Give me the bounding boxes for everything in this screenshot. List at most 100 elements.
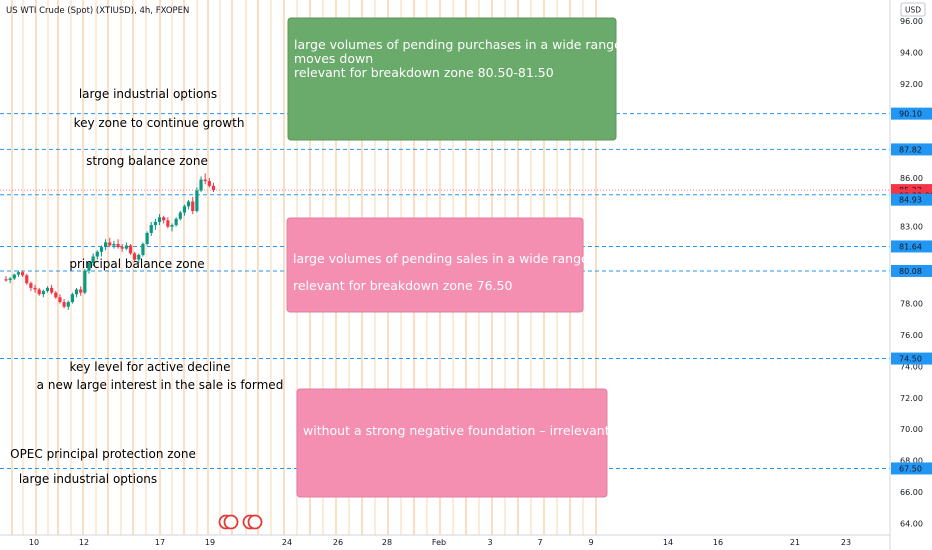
candle-body <box>137 254 141 260</box>
candle-body <box>207 181 211 186</box>
currency-label: USD <box>905 6 921 15</box>
candle <box>58 294 62 304</box>
price-label-text: 81.64 <box>899 242 922 251</box>
candle <box>4 276 8 282</box>
time-tick-label: 26 <box>333 538 343 547</box>
annotation-box[interactable]: large volumes of pending purchases in a … <box>287 17 622 141</box>
candle-body <box>182 206 187 213</box>
time-axis[interactable]: 10 12 17 19 24 26 28 Feb 3 7 9 14 16 21 23 <box>29 538 851 547</box>
candle-body <box>37 289 41 295</box>
price-tick-label: 74.00 <box>900 362 923 371</box>
time-tick-label: 24 <box>282 538 292 547</box>
annotation-boxes: large volumes of pending purchases in a … <box>286 17 622 498</box>
candle <box>45 286 50 293</box>
price-tick-label: 86.00 <box>900 174 923 183</box>
candle-body <box>79 289 83 293</box>
time-tick-label: Feb <box>432 538 446 547</box>
candle-body <box>157 217 162 222</box>
candle-body <box>41 291 45 295</box>
price-tick-label: 64.00 <box>900 519 923 528</box>
price-tick-label: 78.00 <box>900 300 923 309</box>
candle <box>124 242 128 251</box>
box-text: relevant for breakdown zone 80.50-81.50 <box>294 65 554 80</box>
candle-body <box>187 201 191 207</box>
candle <box>120 243 124 252</box>
candle-body <box>211 185 216 191</box>
time-tick-label: 3 <box>487 538 492 547</box>
price-label-text: 87.82 <box>899 145 922 154</box>
price-tick-label: 70.00 <box>900 425 923 434</box>
candle <box>95 250 99 260</box>
candle <box>87 261 91 274</box>
candle-body <box>74 289 79 295</box>
annotation-box[interactable]: large volumes of pending sales in a wide… <box>286 217 589 313</box>
candle-body <box>95 251 99 257</box>
price-tick-label: 68.00 <box>900 457 923 466</box>
time-tick-label: 21 <box>790 538 800 547</box>
time-tick-label: 12 <box>79 538 89 547</box>
candle <box>112 240 116 249</box>
candle-body <box>54 292 58 298</box>
event-flags[interactable] <box>218 514 263 530</box>
candle <box>162 215 166 224</box>
candle <box>83 269 87 295</box>
candle-body <box>124 245 128 249</box>
candle-body <box>149 225 153 233</box>
box-background <box>286 217 584 313</box>
candle-body <box>133 253 137 260</box>
time-tick-label: 7 <box>537 538 542 547</box>
candle <box>116 239 120 249</box>
price-label-text: 74.50 <box>899 355 922 364</box>
candle <box>74 287 79 298</box>
candle-body <box>191 201 195 211</box>
candle <box>203 173 207 185</box>
candle-body <box>116 243 120 248</box>
price-label-text: 84.93 <box>899 196 922 205</box>
time-tick-label: 23 <box>841 538 851 547</box>
box-text: large volumes of pending sales in a wide… <box>293 251 589 266</box>
candle <box>157 214 162 226</box>
candle <box>41 289 45 298</box>
candle-body <box>62 302 66 307</box>
candle <box>91 253 95 266</box>
us-flag-icon[interactable] <box>223 514 239 530</box>
currency-badge[interactable] <box>900 2 926 17</box>
candle <box>145 231 149 246</box>
box-text: relevant for breakdown zone 76.50 <box>293 278 512 293</box>
candle-body <box>120 247 124 249</box>
price-label-text: 80.08 <box>899 267 922 276</box>
candle <box>104 239 108 251</box>
candle <box>149 221 153 237</box>
annotation-text: key level for active decline <box>69 360 230 374</box>
price-label-text: 90.10 <box>899 110 922 119</box>
candle-body <box>203 179 207 182</box>
candle-body <box>162 217 166 221</box>
candle <box>187 199 191 210</box>
candle <box>50 284 54 295</box>
candle <box>66 300 70 310</box>
candle <box>37 287 41 296</box>
price-tick-label: 83.00 <box>900 222 923 231</box>
candle <box>174 217 178 227</box>
price-label-badge <box>891 193 932 206</box>
candle <box>8 276 12 284</box>
time-tick-label: 17 <box>155 538 165 547</box>
price-axis[interactable]: 96.00 94.00 92.00 86.00 83.00 78.00 76.00 74.00… <box>900 17 923 528</box>
annotation-box[interactable]: without a strong negative foundation – i… <box>296 388 610 498</box>
candle <box>29 281 33 292</box>
candle <box>99 245 104 257</box>
candle-body <box>145 232 149 244</box>
candle-body <box>33 287 37 290</box>
candle-body <box>128 245 133 254</box>
candle-body <box>170 225 174 227</box>
price-tick-label: 76.00 <box>900 331 923 340</box>
us-flag-icon[interactable] <box>247 514 263 530</box>
candle-body <box>195 190 199 211</box>
candle <box>153 218 157 230</box>
time-tick-label: 19 <box>205 538 215 547</box>
price-tick-label: 96.00 <box>900 17 923 26</box>
price-labels: 90.1087.8285.2302:33:0984.9381.6480.0874… <box>891 107 932 475</box>
price-tick-label: 72.00 <box>900 394 923 403</box>
candle-body <box>83 270 87 293</box>
